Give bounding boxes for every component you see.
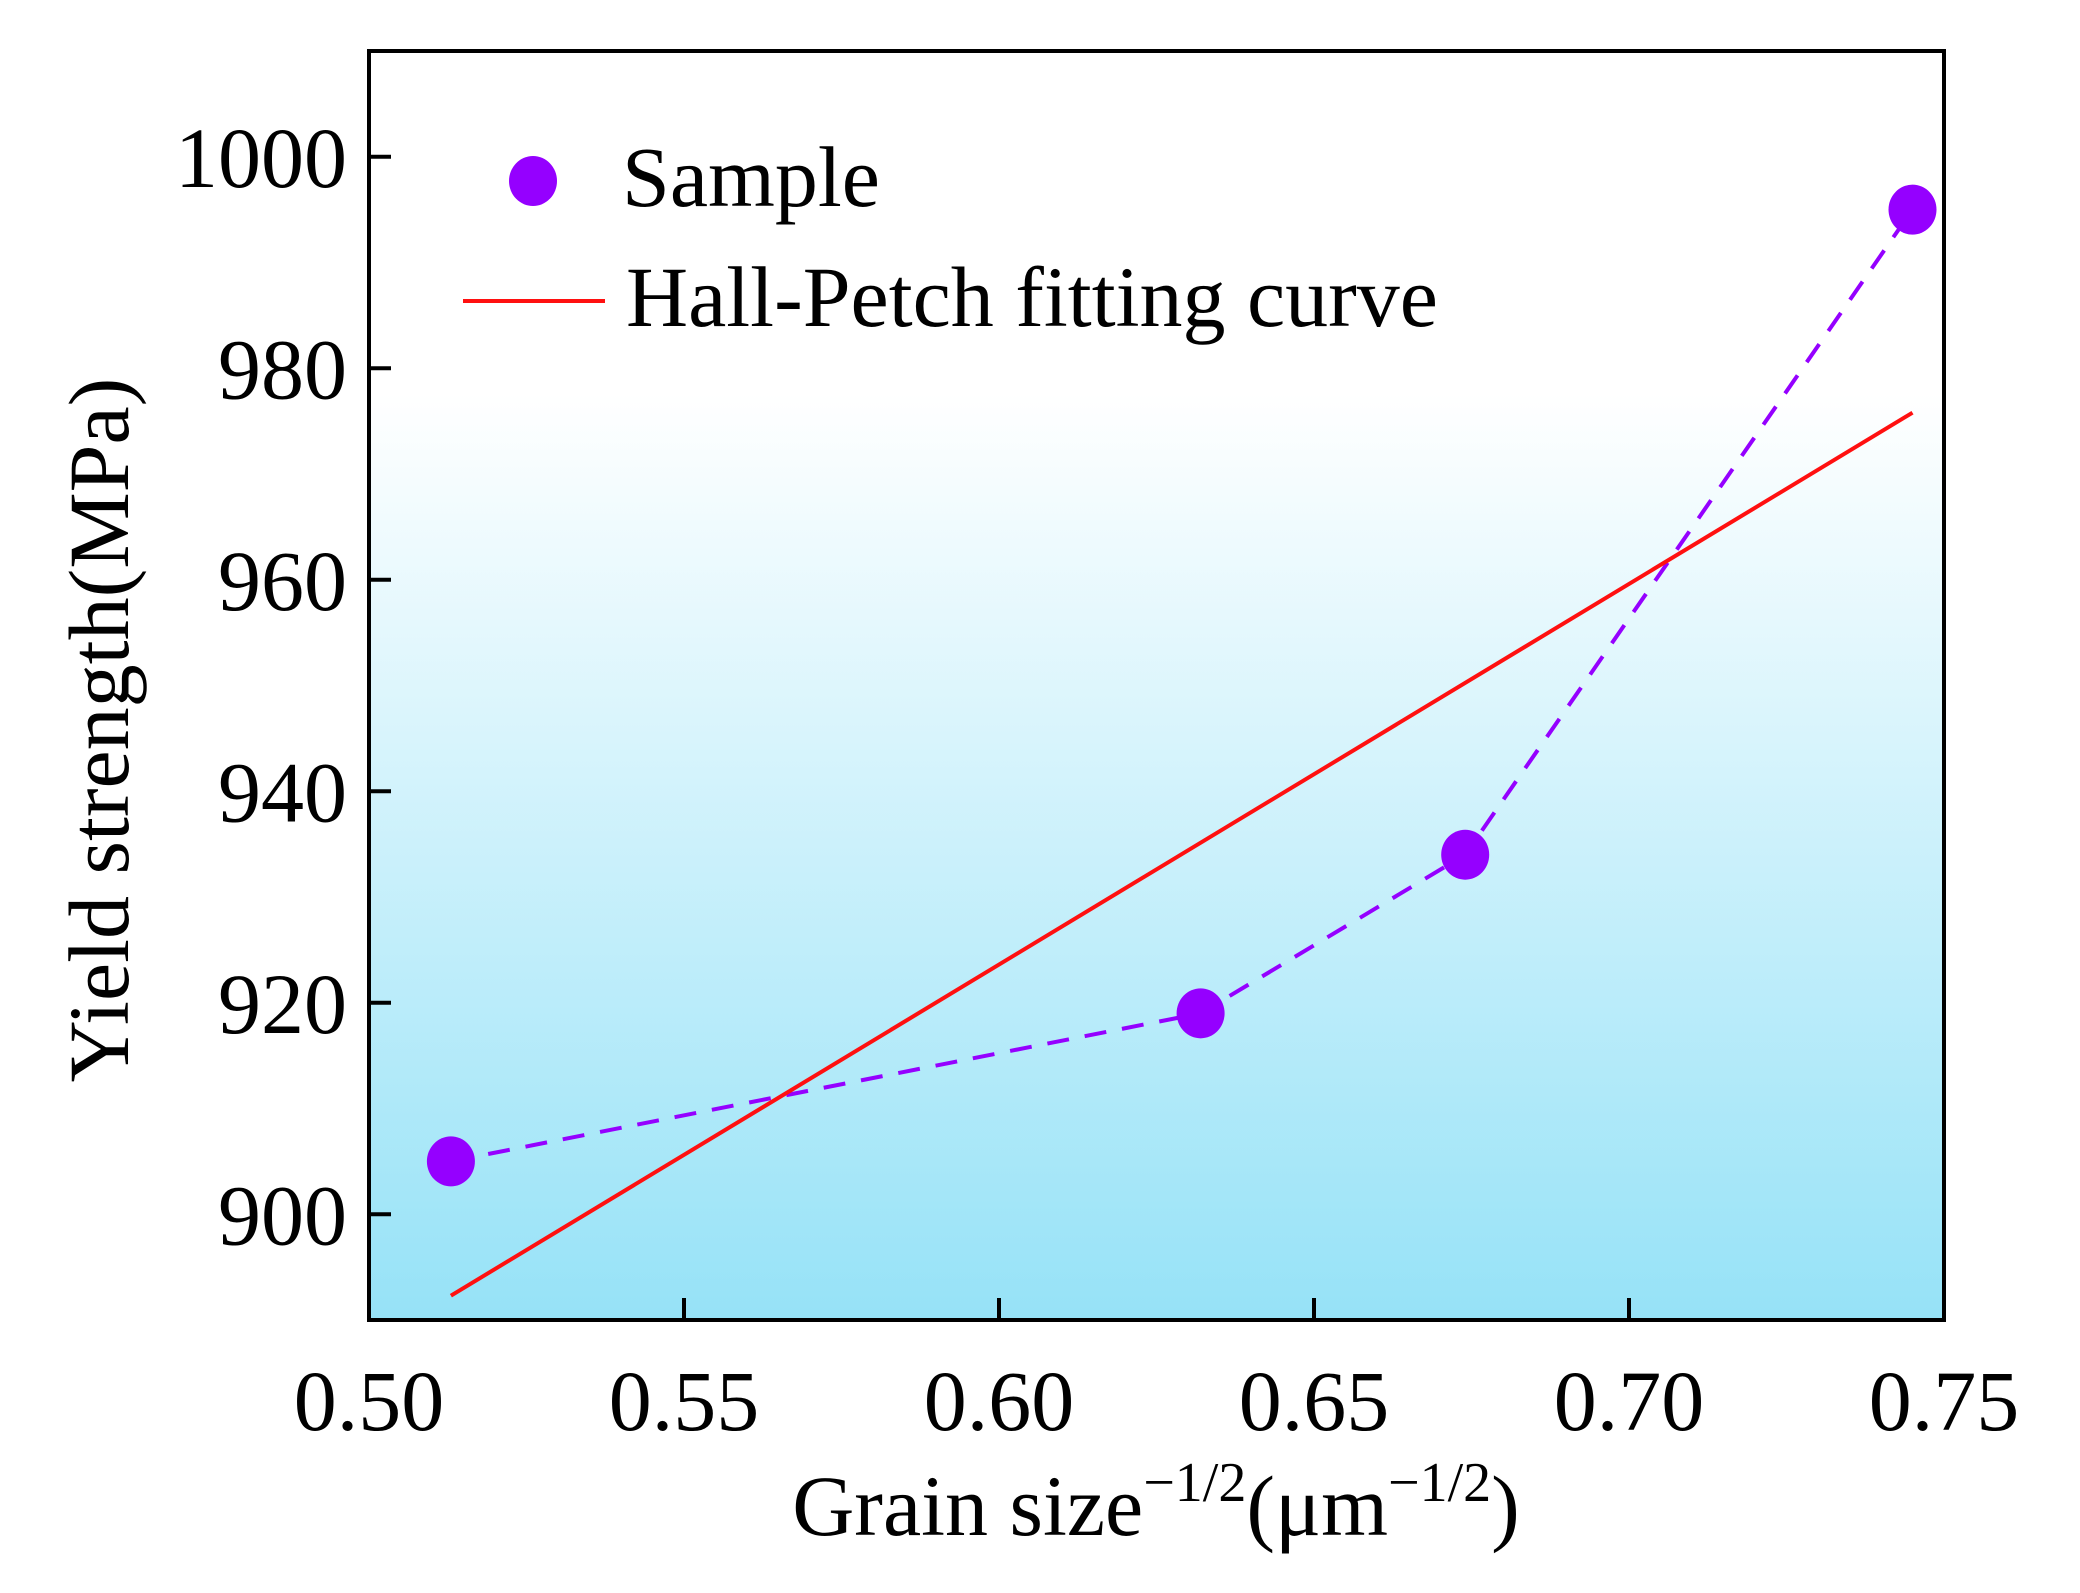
y-tick-label: 900 — [218, 1167, 347, 1263]
y-tick-label: 920 — [218, 956, 347, 1052]
hall-petch-fit-line — [449, 410, 1914, 1298]
sample-point — [426, 1136, 475, 1187]
sample-point — [1176, 988, 1225, 1039]
plot-frame — [367, 49, 1946, 1322]
sample-point — [1441, 829, 1490, 880]
x-tick-label: 0.75 — [1869, 1353, 2020, 1449]
y-tick-label: 980 — [218, 321, 347, 417]
x-tick-label: 0.65 — [1239, 1353, 1390, 1449]
sample-dashed-line — [450, 208, 1915, 1164]
legend-label-fit: Hall-Petch fitting curve — [626, 249, 1438, 345]
x-tick-label: 0.55 — [609, 1353, 760, 1449]
y-axis-label: Yield strength(MPa) — [51, 378, 147, 1083]
legend-marker-sample — [509, 156, 557, 206]
plot-background — [369, 51, 1944, 1320]
legend: Sample Hall-Petch fitting curve — [463, 129, 1438, 345]
y-tick-label: 940 — [218, 744, 347, 840]
x-axis-label: Grain size−1/2(μm−1/2) — [792, 1452, 1520, 1554]
y-tick-label: 960 — [218, 533, 347, 629]
y-tick-label: 1000 — [175, 110, 347, 206]
x-tick-label: 0.50 — [294, 1353, 445, 1449]
x-tick-label: 0.70 — [1554, 1353, 1705, 1449]
legend-label-sample: Sample — [622, 129, 880, 225]
sample-point — [1888, 184, 1937, 235]
x-tick-label: 0.60 — [924, 1353, 1075, 1449]
